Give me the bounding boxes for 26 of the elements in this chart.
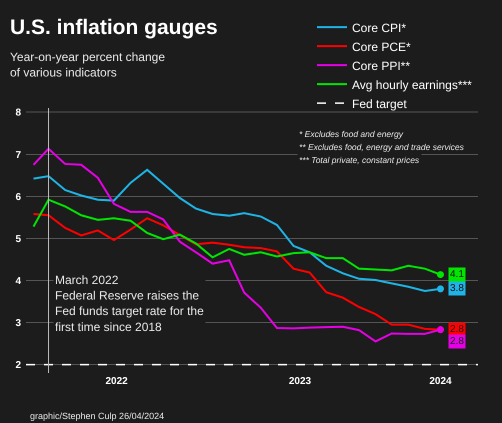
data-label: 2.8 — [450, 336, 464, 347]
y-tick-label: 6 — [15, 192, 22, 203]
legend-label: Core PPI** — [352, 58, 410, 73]
x-tick-label: 2024 — [429, 376, 452, 387]
y-tick-label: 7 — [15, 150, 22, 161]
annotation: * Excludes food and energy — [299, 129, 404, 139]
legend-label: Avg hourly earnings*** — [352, 78, 472, 92]
chart-subtitle: Year-on-year percent change of various indicators — [10, 50, 166, 80]
y-tick-label: 8 — [15, 108, 22, 119]
annotation: *** Total private, constant prices — [299, 155, 420, 165]
data-label: 4.1 — [450, 269, 464, 280]
ref-line-label: March 2022 Federal Reserve raises the Fed funds target rate for the first time since 2018 — [55, 273, 204, 334]
y-tick-label: 5 — [15, 234, 22, 245]
y-tick-label: 4 — [15, 276, 22, 287]
chart-title: U.S. inflation gauges — [10, 16, 218, 39]
x-tick-label: 2022 — [105, 376, 128, 387]
data-label: 3.8 — [450, 283, 464, 294]
legend-label: Fed target — [352, 96, 408, 111]
data-label: 2.8 — [450, 324, 464, 335]
y-tick-label: 3 — [15, 318, 22, 330]
text: graphic/Stephen Culp 26/04/2024 — [30, 411, 164, 421]
y-tick-label: 2 — [15, 360, 22, 372]
annotation: ** Excludes food, energy and trade services — [299, 142, 465, 152]
legend-label: Core CPI* — [352, 20, 406, 35]
x-tick-label: 2023 — [288, 376, 312, 387]
legend-label: Core PCE* — [352, 40, 412, 54]
